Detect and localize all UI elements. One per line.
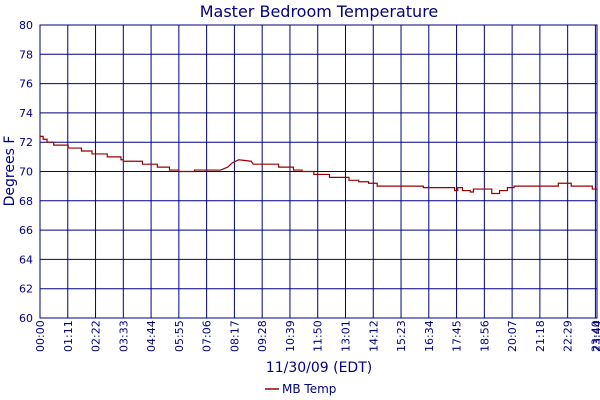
y-tick-label: 60 <box>19 312 33 325</box>
x-tick-label: 08:17 <box>228 320 241 352</box>
legend-label: MB Temp <box>282 382 336 396</box>
x-tick-label: 22:29 <box>562 320 575 352</box>
x-tick-label: 09:28 <box>256 320 269 352</box>
grid-lines <box>39 24 598 319</box>
x-tick-label: 07:06 <box>201 320 214 352</box>
x-axis-label: 11/30/09 (EDT) <box>266 360 372 376</box>
y-tick-label: 78 <box>19 48 33 61</box>
y-tick-label: 74 <box>19 107 33 120</box>
y-axis-label: Degrees F <box>2 136 18 207</box>
y-tick-label: 64 <box>19 253 33 266</box>
x-tick-label: 17:45 <box>451 320 464 352</box>
x-tick-label: 14:12 <box>367 320 380 352</box>
y-tick-label: 66 <box>19 224 33 237</box>
x-tick-label: 15:23 <box>395 320 408 352</box>
x-tick-label: 02:22 <box>90 320 103 352</box>
y-tick-label: 80 <box>19 19 33 32</box>
x-tick-label: 01:11 <box>62 320 75 352</box>
x-tick-label: 04:44 <box>145 320 158 352</box>
x-tick-label: 11:50 <box>312 320 325 352</box>
chart-title: Master Bedroom Temperature <box>200 2 439 21</box>
y-tick-label: 62 <box>19 283 33 296</box>
x-tick-label: 16:34 <box>423 320 436 352</box>
x-tick-label: 18:56 <box>478 320 491 352</box>
x-tick-label: 05:55 <box>173 320 186 352</box>
legend: MB Temp <box>265 382 336 396</box>
x-tick-label: 13:01 <box>339 320 352 352</box>
y-tick-label: 72 <box>19 136 33 149</box>
y-tick-label: 76 <box>19 78 33 91</box>
series-layer <box>40 135 597 195</box>
y-axis-ticks: 60 62 64 66 68 70 72 74 76 78 80 <box>19 19 33 325</box>
y-tick-label: 68 <box>19 195 33 208</box>
y-tick-label: 70 <box>19 166 33 179</box>
x-tick-label: 03:33 <box>117 320 130 352</box>
x-tick-label: 23:44 <box>591 320 600 352</box>
series-line-0 <box>40 135 597 195</box>
x-tick-label: 21:18 <box>534 320 547 352</box>
x-tick-label: 23:40 <box>589 320 600 352</box>
x-axis-ticks: 00:00 01:11 02:22 03:33 04:44 05:55 07:06 08:17… <box>34 320 600 352</box>
x-tick-label: 00:00 <box>34 320 47 352</box>
x-tick-label: 10:39 <box>284 320 297 352</box>
x-tick-label: 20:07 <box>506 320 519 352</box>
